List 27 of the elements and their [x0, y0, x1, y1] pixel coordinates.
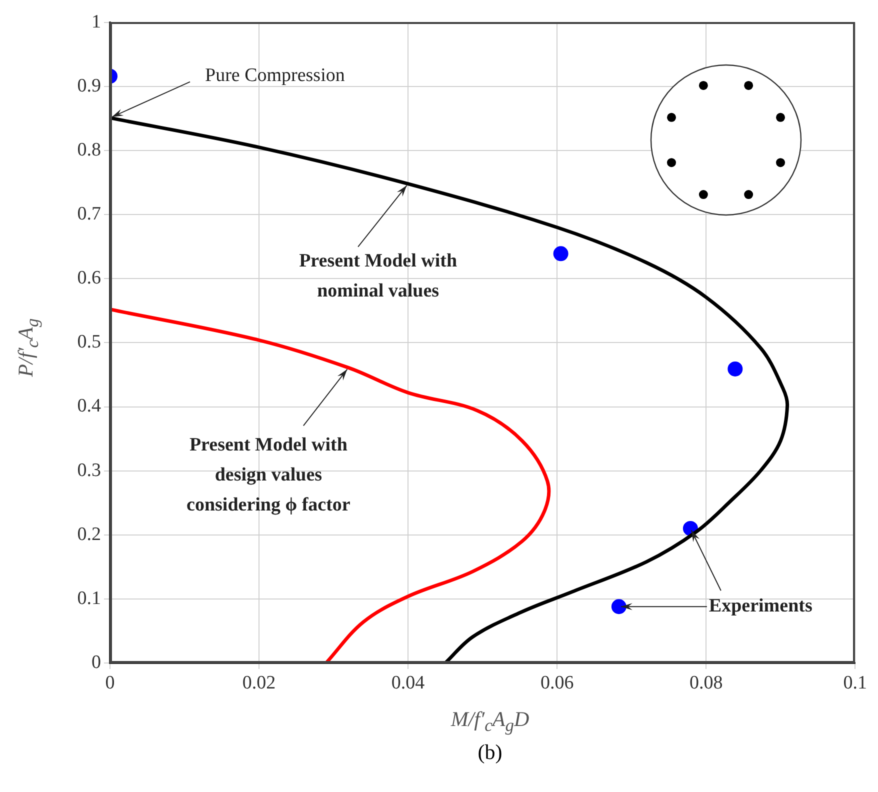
y-tick-label: 0.9 — [77, 75, 101, 96]
x-tick-label: 0.04 — [391, 672, 426, 694]
y-tick-label: 0.3 — [77, 460, 101, 481]
annotation: Experiments — [708, 596, 812, 617]
x-axis-title: M/f′$_{c}$A$_{g}$D — [450, 707, 530, 736]
text: (b) — [476, 740, 504, 766]
y-tick-label: 0.7 — [77, 204, 101, 225]
y-tick-label: 0 — [92, 652, 101, 673]
point — [611, 599, 626, 614]
annotation: Present Model with design values considering ϕ factor — [186, 434, 351, 516]
y-tick-label: 0.8 — [77, 140, 101, 161]
x-tick-label: 0.08 — [689, 672, 723, 694]
y-tick-label: 0.6 — [77, 268, 101, 289]
y-tick-label: 0.1 — [77, 588, 101, 609]
line-series — [110, 308, 550, 663]
y-tick-label: 1 — [92, 11, 101, 32]
x-tick-label: 0 — [105, 672, 115, 694]
point — [728, 361, 743, 376]
x-tick-label: 0.02 — [242, 672, 276, 694]
x-tick-label: 0.1 — [843, 672, 867, 694]
y-tick-label: 0.5 — [77, 332, 101, 353]
point — [553, 246, 568, 262]
y-tick-label: 0.2 — [77, 524, 101, 545]
annotation: Pure Compression — [205, 64, 346, 86]
x-tick-label: 0.06 — [540, 672, 574, 694]
y-tick-label: 0.4 — [77, 396, 102, 417]
annotation: Present Model with nominal values — [299, 250, 458, 302]
